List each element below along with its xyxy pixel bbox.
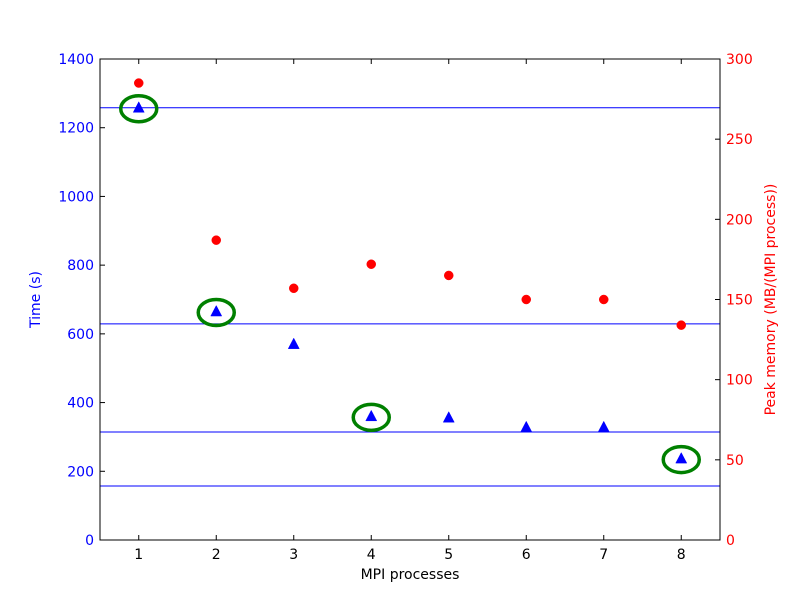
time-point bbox=[597, 420, 610, 433]
time-point bbox=[287, 337, 300, 349]
x-tick-label: 7 bbox=[599, 547, 608, 563]
left-y-tick-label: 600 bbox=[67, 327, 94, 343]
left-y-tick-label: 800 bbox=[67, 258, 94, 274]
right-y-tick-label: 300 bbox=[726, 52, 753, 68]
memory-point bbox=[444, 270, 454, 281]
plot-area bbox=[100, 78, 720, 487]
right-y-tick-label: 200 bbox=[726, 212, 753, 228]
x-axis-label: MPI processes bbox=[361, 567, 460, 583]
time-point bbox=[210, 304, 223, 317]
memory-point bbox=[676, 320, 686, 330]
memory-point bbox=[134, 78, 144, 88]
left-y-tick-label: 1000 bbox=[58, 189, 94, 205]
right-y-tick-label: 50 bbox=[726, 453, 744, 469]
x-tick-label: 5 bbox=[444, 547, 453, 563]
memory-point bbox=[211, 235, 221, 245]
right-y-tick-label: 0 bbox=[726, 533, 735, 549]
highlight-circle bbox=[661, 444, 701, 475]
memory-point bbox=[599, 294, 609, 305]
x-tick-label: 8 bbox=[677, 547, 686, 563]
x-tick-label: 3 bbox=[289, 547, 298, 563]
left-y-tick-label: 200 bbox=[67, 464, 94, 480]
right-y-axis-label: Peak memory (MB/(MPI process)) bbox=[763, 184, 779, 416]
memory-point bbox=[521, 294, 531, 305]
x-tick-label: 4 bbox=[367, 547, 376, 563]
highlight-circle bbox=[196, 297, 236, 328]
right-y-tick-label: 250 bbox=[726, 132, 753, 148]
memory-point bbox=[366, 259, 376, 269]
highlight-circle bbox=[351, 402, 391, 433]
time-point bbox=[675, 452, 688, 464]
x-tick-label: 6 bbox=[522, 547, 531, 563]
left-y-tick-label: 0 bbox=[85, 533, 94, 549]
right-y-tick-label: 100 bbox=[726, 373, 753, 389]
left-y-tick-label: 1400 bbox=[58, 52, 94, 68]
left-y-tick-label: 400 bbox=[67, 396, 94, 412]
time-point bbox=[520, 420, 533, 433]
highlight-circle bbox=[119, 94, 159, 124]
time-point bbox=[442, 411, 455, 423]
memory-point bbox=[289, 283, 299, 294]
time-point bbox=[365, 409, 378, 422]
left-y-axis-label: Time (s) bbox=[28, 271, 44, 329]
x-tick-label: 1 bbox=[134, 547, 143, 563]
time-point bbox=[132, 101, 145, 113]
left-y-tick-label: 1200 bbox=[58, 121, 94, 137]
axes: 0 200 400 600 800 1000 1200 1400 0 50 100 150 200 250… bbox=[58, 52, 752, 563]
x-tick-label: 2 bbox=[212, 547, 221, 563]
right-y-tick-label: 150 bbox=[726, 293, 753, 309]
